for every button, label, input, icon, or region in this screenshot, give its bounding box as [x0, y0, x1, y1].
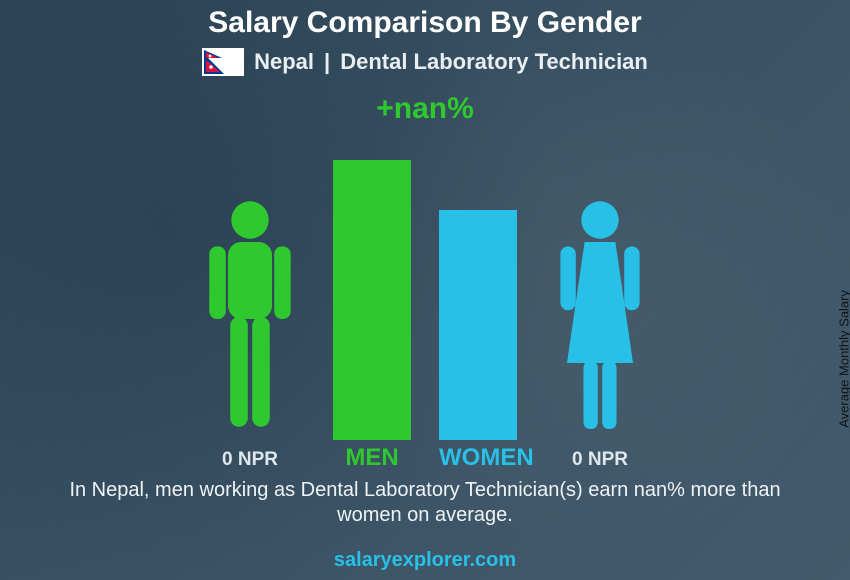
women-bar [439, 210, 517, 440]
men-icon-column [195, 190, 305, 440]
subtitle-separator: | [324, 49, 330, 75]
infographic-stage: Salary Comparison By Gender Nepal | Dent… [0, 0, 850, 580]
male-icon [195, 190, 305, 440]
nepal-flag-icon [202, 48, 244, 76]
female-icon [545, 190, 655, 440]
women-category-label: WOMEN [439, 444, 517, 472]
men-bar-column [333, 160, 411, 440]
men-category-label: MEN [333, 444, 411, 472]
men-value-label: 0 NPR [195, 449, 305, 471]
description-text: In Nepal, men working as Dental Laborato… [40, 478, 810, 528]
women-icon-column [545, 190, 655, 440]
women-bar-column [439, 210, 517, 440]
percent-difference-label: +nan% [0, 92, 850, 126]
y-axis-label: Average Monthly Salary [837, 290, 850, 428]
subtitle-country: Nepal [254, 49, 314, 75]
caption-row: 0 NPR MEN WOMEN 0 NPR [0, 444, 850, 472]
men-bar [333, 160, 411, 440]
gender-chart [0, 130, 850, 440]
content-layer: Salary Comparison By Gender Nepal | Dent… [0, 0, 850, 580]
page-title: Salary Comparison By Gender [0, 6, 850, 40]
footer-source: salaryexplorer.com [0, 549, 850, 572]
subtitle-row: Nepal | Dental Laboratory Technician [0, 48, 850, 76]
women-value-label: 0 NPR [545, 449, 655, 471]
subtitle-job: Dental Laboratory Technician [340, 49, 648, 75]
